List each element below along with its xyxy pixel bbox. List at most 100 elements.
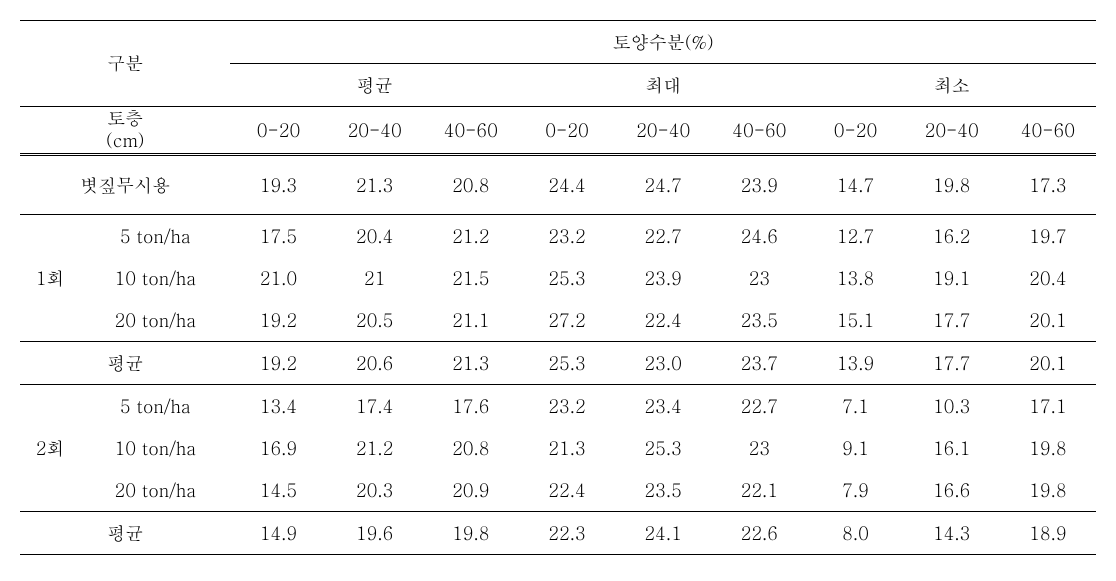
cell: 20.4 (1000, 257, 1096, 299)
cell: 19.8 (1000, 469, 1096, 512)
cell: 19.2 (230, 299, 326, 342)
avg-row-label: 평균 (20, 342, 230, 385)
table-row: 20 ton/ha 19.2 20.5 21.1 27.2 22.4 23.5 … (20, 299, 1096, 342)
cell: 22.3 (519, 512, 615, 555)
cell: 24.1 (615, 512, 711, 555)
cell: 8.0 (807, 512, 903, 555)
cell: 14.3 (904, 512, 1000, 555)
cell: 20.8 (423, 155, 519, 215)
treatment-label: 5 ton/ha (80, 385, 230, 428)
soil-moisture-table: 구분 토양수분(%) 평균 최대 최소 토층 (cm) 0-20 20-40 4… (20, 20, 1096, 555)
table-row: 10 ton/ha 21.0 21 21.5 25.3 23.9 23 13.8… (20, 257, 1096, 299)
cell: 14.7 (807, 155, 903, 215)
cell: 17.7 (904, 299, 1000, 342)
cell: 22.4 (615, 299, 711, 342)
cell: 13.9 (807, 342, 903, 385)
treatment-label: 10 ton/ha (80, 427, 230, 469)
cell: 23.2 (519, 385, 615, 428)
cell: 24.4 (519, 155, 615, 215)
cell: 23.7 (711, 342, 807, 385)
cell: 24.7 (615, 155, 711, 215)
table-row: 20 ton/ha 14.5 20.3 20.9 22.4 23.5 22.1 … (20, 469, 1096, 512)
cell: 19.6 (327, 512, 423, 555)
treatment-label: 10 ton/ha (80, 257, 230, 299)
cell: 23.5 (615, 469, 711, 512)
depth-avg-1: 20-40 (327, 107, 423, 155)
cell: 23 (711, 257, 807, 299)
cell: 20.1 (1000, 299, 1096, 342)
cell: 19.8 (423, 512, 519, 555)
treatment-label: 5 ton/ha (80, 215, 230, 258)
cell: 16.9 (230, 427, 326, 469)
cell: 7.1 (807, 385, 903, 428)
cell: 21.3 (423, 342, 519, 385)
depth-min-2: 40-60 (1000, 107, 1096, 155)
table-row: 평균 19.2 20.6 21.3 25.3 23.0 23.7 13.9 17… (20, 342, 1096, 385)
cell: 14.9 (230, 512, 326, 555)
cell: 14.5 (230, 469, 326, 512)
cell: 27.2 (519, 299, 615, 342)
cell: 25.3 (615, 427, 711, 469)
header-stat-avg: 평균 (230, 64, 519, 107)
table-row: 2회 5 ton/ha 13.4 17.4 17.6 23.2 23.4 22.… (20, 385, 1096, 428)
header-category: 구분 (20, 21, 230, 107)
cell: 24.6 (711, 215, 807, 258)
table-row: 10 ton/ha 16.9 21.2 20.8 21.3 25.3 23 9.… (20, 427, 1096, 469)
cell: 20.6 (327, 342, 423, 385)
table-row: 볏짚무시용 19.3 21.3 20.8 24.4 24.7 23.9 14.7… (20, 155, 1096, 215)
cell: 21.3 (327, 155, 423, 215)
cell: 23 (711, 427, 807, 469)
depth-max-1: 20-40 (615, 107, 711, 155)
cell: 20.5 (327, 299, 423, 342)
cell: 23.9 (615, 257, 711, 299)
treatment-label: 20 ton/ha (80, 469, 230, 512)
cell: 18.9 (1000, 512, 1096, 555)
cell: 21.0 (230, 257, 326, 299)
cell: 20.9 (423, 469, 519, 512)
cell: 21.2 (327, 427, 423, 469)
cell: 22.6 (711, 512, 807, 555)
cell: 21 (327, 257, 423, 299)
cell: 10.3 (904, 385, 1000, 428)
cell: 15.1 (807, 299, 903, 342)
cell: 20.1 (1000, 342, 1096, 385)
cell: 22.7 (711, 385, 807, 428)
cell: 13.4 (230, 385, 326, 428)
header-soil-moisture: 토양수분(%) (230, 21, 1096, 64)
cell: 21.3 (519, 427, 615, 469)
cell: 19.2 (230, 342, 326, 385)
depth-min-0: 0-20 (807, 107, 903, 155)
cell: 17.5 (230, 215, 326, 258)
cell: 7.9 (807, 469, 903, 512)
cell: 17.6 (423, 385, 519, 428)
cell: 17.1 (1000, 385, 1096, 428)
header-stat-min: 최소 (807, 64, 1096, 107)
group-label-1: 1회 (20, 215, 80, 342)
soil-layer-text2: (cm) (106, 128, 145, 153)
group-label-2: 2회 (20, 385, 80, 512)
soil-layer-text1: 토층 (107, 106, 143, 131)
cell: 17.4 (327, 385, 423, 428)
cell: 16.6 (904, 469, 1000, 512)
cell: 9.1 (807, 427, 903, 469)
table-row: 1회 5 ton/ha 17.5 20.4 21.2 23.2 22.7 24.… (20, 215, 1096, 258)
header-stat-max: 최대 (519, 64, 808, 107)
treatment-label: 20 ton/ha (80, 299, 230, 342)
avg-row-label: 평균 (20, 512, 230, 555)
cell: 13.8 (807, 257, 903, 299)
cell: 19.3 (230, 155, 326, 215)
cell: 16.1 (904, 427, 1000, 469)
table-row: 평균 14.9 19.6 19.8 22.3 24.1 22.6 8.0 14.… (20, 512, 1096, 555)
depth-min-1: 20-40 (904, 107, 1000, 155)
cell: 23.9 (711, 155, 807, 215)
header-soil-layer: 토층 (cm) (20, 107, 230, 155)
cell: 22.1 (711, 469, 807, 512)
cell: 23.5 (711, 299, 807, 342)
cell: 20.4 (327, 215, 423, 258)
cell: 17.7 (904, 342, 1000, 385)
cell: 23.0 (615, 342, 711, 385)
cell: 21.2 (423, 215, 519, 258)
cell: 19.8 (1000, 427, 1096, 469)
cell: 12.7 (807, 215, 903, 258)
cell: 19.1 (904, 257, 1000, 299)
